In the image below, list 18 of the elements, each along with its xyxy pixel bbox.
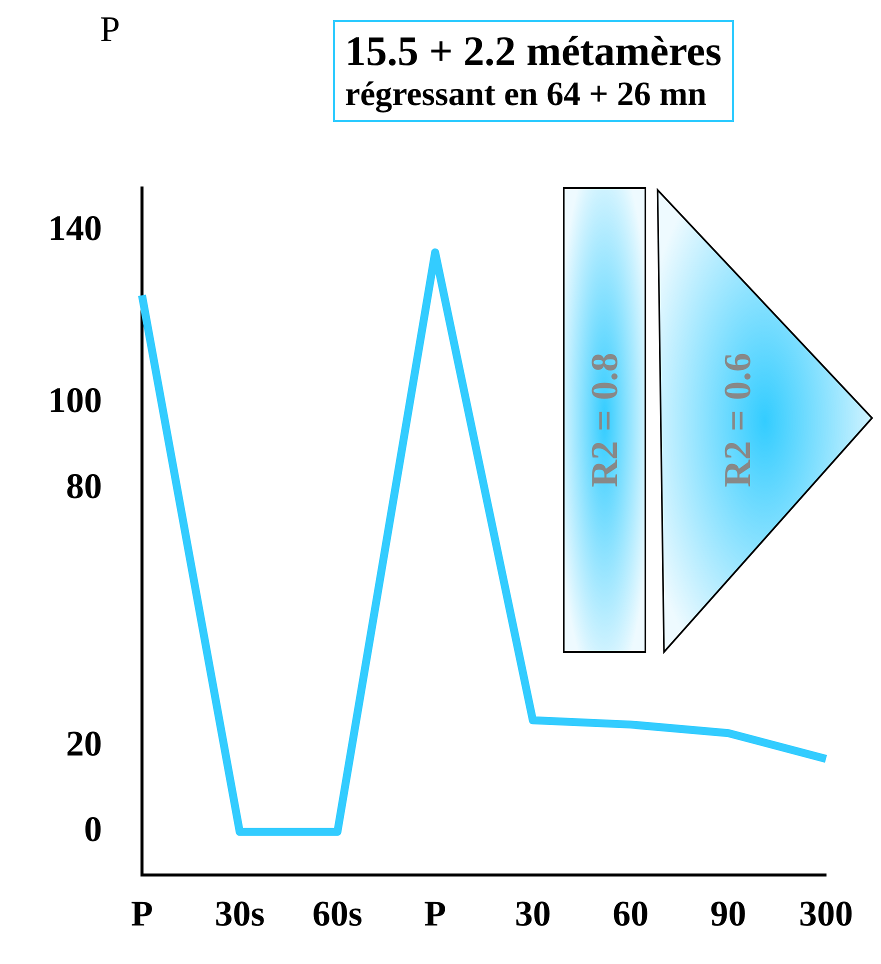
x-tick-label: 30s <box>214 894 265 934</box>
annotation: R2 = 0.6 <box>716 352 760 488</box>
chart-subtitle: régressant en 64 + 26 mn <box>345 76 708 114</box>
x-tick-label: 300 <box>799 894 853 934</box>
y-tick-label: 0 <box>84 809 102 850</box>
annotation: R2 = 0.8 <box>583 352 627 488</box>
x-tick-label: P <box>424 894 446 934</box>
x-tick-label: P <box>131 894 153 934</box>
x-tick-label: 60s <box>312 894 362 934</box>
x-tick-label: 60 <box>612 894 649 934</box>
y-tick-label: 80 <box>66 466 102 506</box>
y-tick-label: 20 <box>66 723 102 764</box>
chart-title: 15.5 + 2.2 métamères <box>345 28 722 76</box>
y-tick-label: 100 <box>48 380 102 420</box>
x-tick-label: 90 <box>710 894 746 934</box>
y-axis-title: P <box>100 8 120 50</box>
y-tick-label: 140 <box>48 208 102 248</box>
x-tick-label: 30 <box>514 894 551 934</box>
